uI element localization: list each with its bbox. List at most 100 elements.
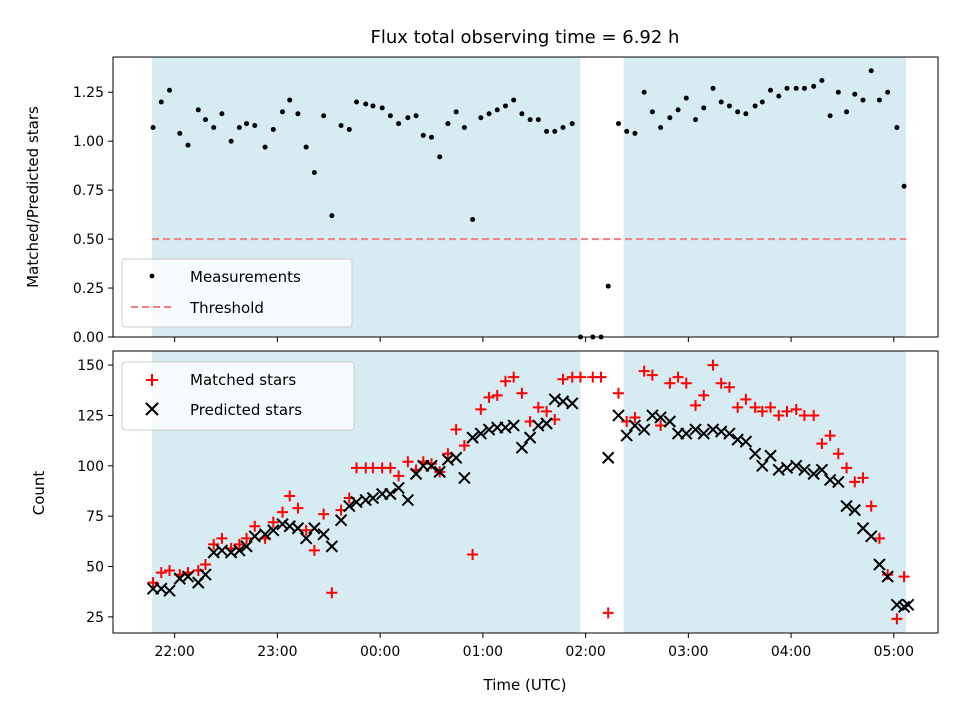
bottom-x-tick-label: 22:00 (154, 644, 194, 660)
measurement-point (211, 124, 217, 130)
matched-star-point (672, 371, 684, 383)
predicted-star-point (515, 441, 529, 454)
matched-star-point (655, 420, 667, 432)
predicted-star-point (601, 451, 615, 464)
matched-star-point (277, 506, 289, 518)
measurement-point (185, 142, 191, 148)
predicted-star-point (233, 544, 246, 557)
predicted-star-point (556, 395, 570, 408)
bottom-x-tick-label: 23:00 (257, 644, 297, 660)
matched-star-point (199, 559, 211, 571)
measurement-point (453, 109, 459, 115)
measurement-point (544, 128, 550, 134)
measurement-point (752, 103, 758, 109)
measurement-point (167, 87, 173, 93)
matched-star-point (483, 391, 495, 403)
matched-star-point (773, 409, 785, 421)
predicted-star-point (215, 544, 229, 557)
measurement-point (693, 117, 699, 123)
measurement-point (527, 117, 533, 123)
matched-star-point (318, 508, 330, 520)
matched-star-point (467, 548, 479, 560)
measurement-point (396, 121, 402, 127)
matched-star-point (367, 462, 379, 474)
measurement-point (811, 83, 817, 89)
predicted-star-point (433, 465, 446, 479)
matched-star-point (723, 381, 735, 393)
matched-star-point (798, 409, 810, 421)
predicted-star-point (807, 467, 820, 481)
measurement-point (852, 91, 858, 97)
measurement-point (876, 97, 882, 103)
matched-star-point (841, 462, 853, 474)
legend-threshold-label: Threshold (189, 299, 264, 317)
measurement-point (262, 144, 268, 150)
predicted-star-point (317, 528, 330, 541)
bottom-x-tick-label: 00:00 (360, 644, 400, 660)
predicted-star-point (798, 463, 811, 477)
measurement-point (519, 111, 525, 117)
bottom-x-axis-label: Time (UTC) (483, 676, 567, 694)
predicted-star-point (620, 429, 633, 442)
measurement-point (303, 144, 309, 150)
matched-star-point (425, 458, 437, 470)
matched-star-point (450, 424, 462, 436)
bottom-panel: 25 50 75 100 125 150 22:00 23:00 00:00 01:00 02:0… (30, 350, 939, 694)
predicted-star-point (832, 475, 845, 489)
predicted-star-point (325, 540, 339, 553)
bottom-x-ticks: 22:00 23:00 00:00 01:00 02:00 03:00 04:00 05:00 (154, 633, 914, 660)
predicted-star-point (840, 499, 853, 513)
matched-star-point (680, 377, 692, 389)
predicted-star-point (697, 427, 710, 440)
predicted-star-point (384, 487, 397, 501)
predicted-star-point (739, 435, 753, 448)
predicted-star-point (474, 427, 488, 440)
predicted-star-point (199, 568, 212, 581)
predicted-star-point (756, 459, 769, 473)
predicted-star-point (612, 409, 625, 422)
matched-star-point (308, 544, 320, 556)
predicted-star-point (359, 493, 372, 507)
predicted-star-point (350, 495, 363, 509)
predicted-star-point (780, 461, 794, 475)
predicted-star-point (654, 411, 667, 424)
measurement-point (793, 85, 799, 91)
bottom-y-tick-label: 25 (86, 610, 104, 626)
predicted-star-point (764, 449, 777, 462)
bottom-legend-box (121, 361, 355, 431)
measurement-point (784, 85, 790, 91)
matched-star-point (508, 371, 520, 383)
matched-star-point (612, 387, 624, 399)
measurement-point (428, 134, 434, 140)
legend-measurements-marker (149, 273, 155, 279)
matched-star-point (732, 401, 744, 413)
measurement-point (535, 117, 541, 123)
measurement-point (819, 77, 825, 83)
matched-star-point (208, 538, 220, 550)
matched-star-point (765, 401, 777, 413)
measurement-point (605, 283, 611, 289)
matched-star-point (749, 401, 761, 413)
legend-matched-marker (146, 374, 158, 386)
measurement-point (743, 111, 749, 117)
matched-star-point (646, 369, 658, 381)
measurement-point (641, 89, 647, 95)
predicted-star-point (890, 598, 904, 612)
measurement-point (295, 111, 301, 117)
predicted-star-point (291, 522, 305, 535)
matched-star-point (602, 607, 614, 619)
matched-star-point (698, 389, 710, 401)
predicted-star-point (865, 530, 878, 543)
matched-star-point (715, 377, 727, 389)
predicted-star-point (392, 481, 405, 495)
predicted-star-point (873, 558, 886, 571)
measurement-point (244, 121, 250, 127)
matched-star-point (458, 440, 470, 452)
predicted-star-point (258, 528, 272, 541)
measurement-point (552, 128, 558, 134)
predicted-star-point (240, 540, 253, 553)
matched-star-point (574, 371, 586, 383)
matched-star-point (690, 399, 702, 411)
matched-star-point (147, 577, 159, 589)
